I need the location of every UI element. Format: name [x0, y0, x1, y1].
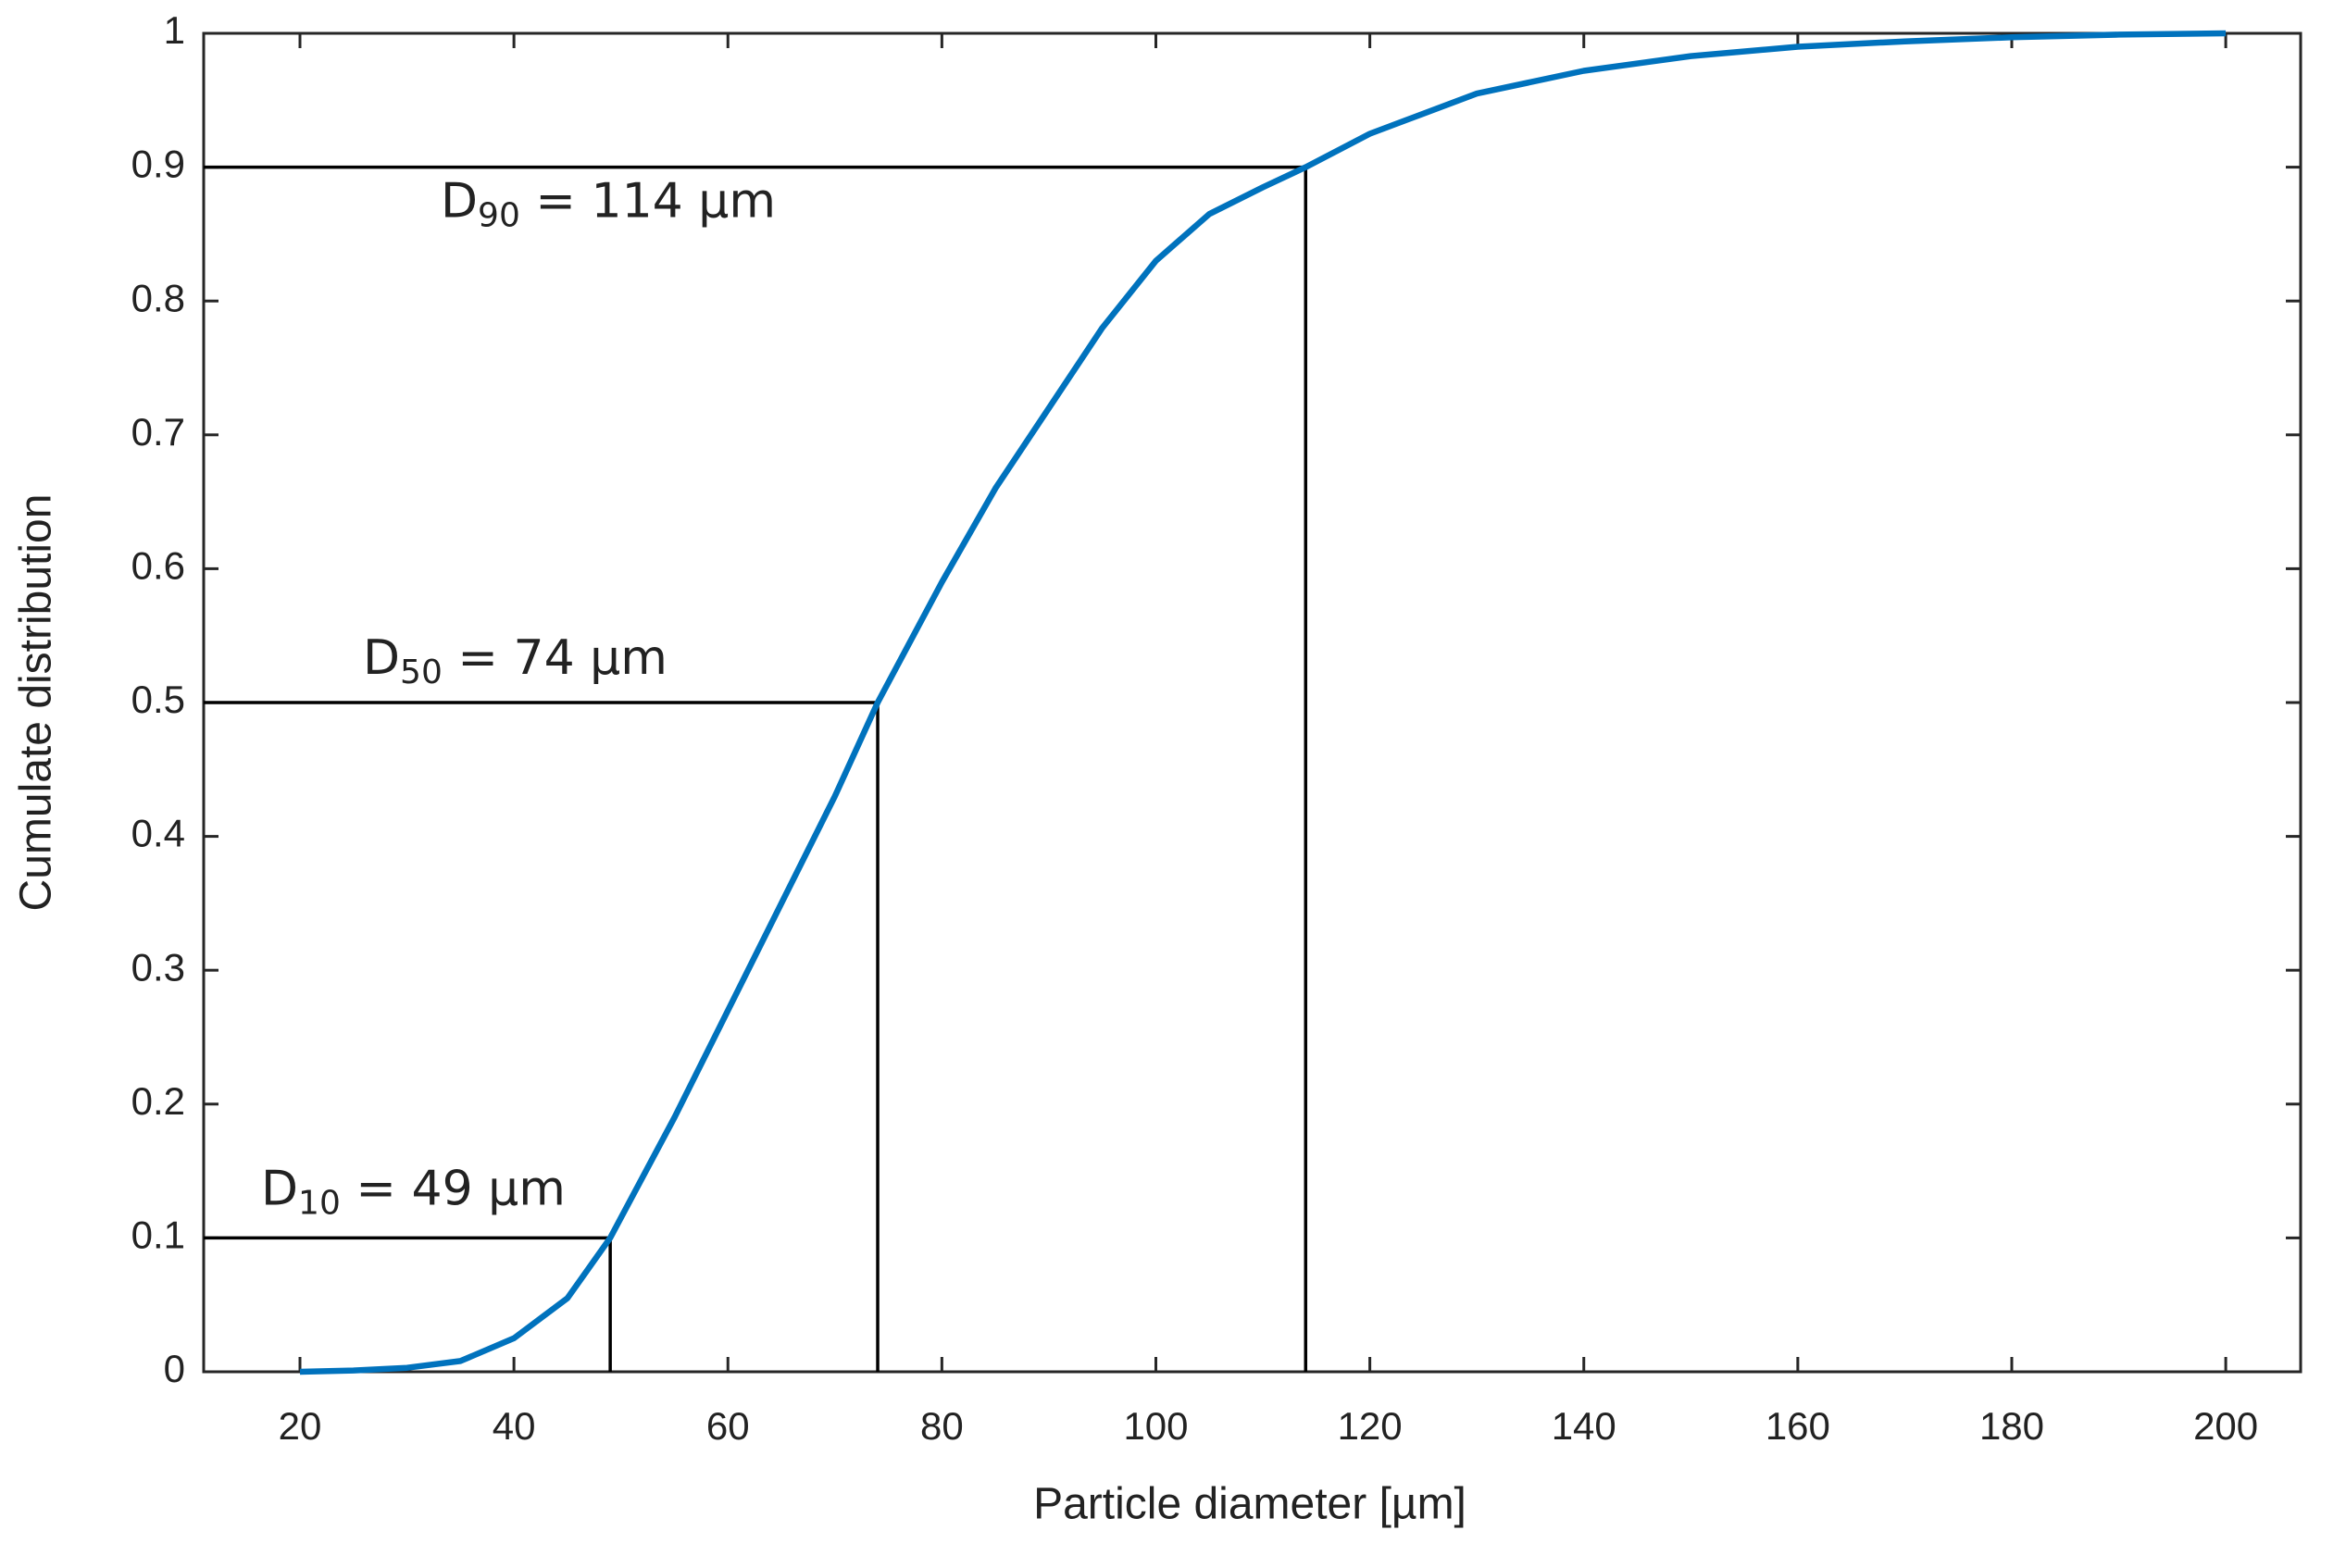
annotation: D90 = 114 µm — [441, 174, 776, 235]
x-tick-label: 40 — [493, 1404, 536, 1448]
annotation: D10 = 49 µm — [261, 1161, 566, 1222]
annotation-label: D — [261, 1161, 298, 1216]
curve — [299, 30, 2227, 1375]
x-tick-label: 60 — [706, 1404, 750, 1448]
y-tick-label: 0.6 — [131, 543, 185, 587]
y-tick-label: 0.4 — [131, 812, 185, 855]
annotation-subscript: 50 — [400, 653, 443, 691]
annotation: D50 = 74 µm — [363, 630, 668, 691]
annotation-label: D — [363, 630, 400, 686]
x-tick-label: 120 — [1338, 1404, 1403, 1448]
annotation-text: = 114 µm — [520, 174, 776, 230]
y-tick-label: 0.8 — [131, 276, 185, 319]
x-tick-label: 20 — [279, 1404, 322, 1448]
annotation-label: D — [441, 174, 478, 230]
x-axis-label: Particle diameter [µm] — [1033, 1480, 1466, 1529]
annotation-text: = 74 µm — [443, 630, 668, 686]
annotation-subscript: 10 — [298, 1184, 341, 1222]
annotation-text: = 49 µm — [341, 1161, 566, 1216]
y-tick-label: 0.5 — [131, 678, 185, 721]
x-tick-label: 200 — [2193, 1404, 2258, 1448]
x-tick-label: 100 — [1123, 1404, 1188, 1448]
y-tick-label: 0.1 — [131, 1213, 185, 1256]
y-tick-label: 0.2 — [131, 1079, 185, 1123]
x-tick-label: 160 — [1766, 1404, 1830, 1448]
y-tick-label: 0.9 — [131, 143, 185, 186]
y-axis-label: Cumulate distribution — [12, 494, 61, 912]
y-tick-label: 0.3 — [131, 945, 185, 989]
y-tick-label: 1 — [164, 8, 185, 52]
y-tick-label: 0 — [164, 1347, 185, 1390]
x-tick-label: 140 — [1552, 1404, 1616, 1448]
annotation-subscript: 90 — [478, 197, 520, 235]
x-tick-label: 80 — [920, 1404, 964, 1448]
x-tick-label: 180 — [1979, 1404, 2044, 1448]
y-tick-label: 0.7 — [131, 410, 185, 454]
